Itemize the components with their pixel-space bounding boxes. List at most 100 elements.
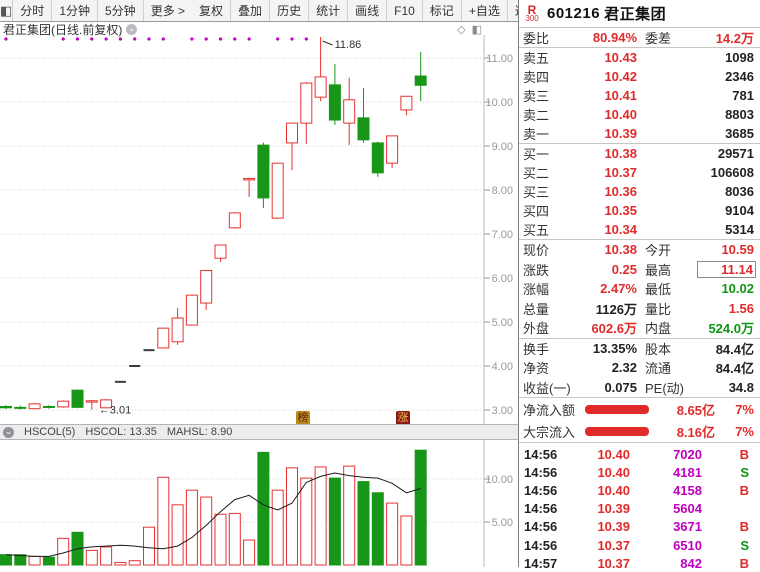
turnover-rate: 13.35% xyxy=(592,340,637,356)
stock-name: 君正集团 xyxy=(604,6,667,23)
tick-time: 14:56 xyxy=(524,501,558,517)
weibi-value: 80.94% xyxy=(592,30,637,45)
buy-levels: 买一 10.38 29571 买二 10.37 106608 买三 10.36 … xyxy=(519,144,760,240)
diamond-icon[interactable]: ◇ xyxy=(457,23,466,36)
layout-split-icon[interactable]: ◧ xyxy=(0,0,14,21)
level-price: 10.42 xyxy=(604,69,637,84)
svg-text:7.00: 7.00 xyxy=(492,229,513,241)
info-label: 最高 xyxy=(645,262,672,278)
svg-text:5.00: 5.00 xyxy=(492,317,513,329)
volume-ratio: 1.56 xyxy=(728,300,754,316)
svg-text:11.86: 11.86 xyxy=(335,39,362,51)
buy-level-2[interactable]: 买二 10.37 106608 xyxy=(519,163,760,182)
index300-flag: 300 xyxy=(525,14,539,23)
buy-level-3[interactable]: 买三 10.36 8036 xyxy=(519,182,760,201)
tab-fenshi[interactable]: 分时 xyxy=(13,0,53,21)
flow-value: 8.16亿 xyxy=(676,424,715,440)
change-percent: 2.47% xyxy=(600,281,637,297)
add-watchlist-button[interactable]: +自选 xyxy=(462,0,508,21)
tick-list: 14:56 10.40 7020 B 14:56 10.40 4181 S 14… xyxy=(519,443,760,572)
fundamental-section: 换手 13.35% 股本 84.4亿 净资 2.32 流通 84.4亿 收益(一… xyxy=(519,339,760,398)
level-volume: 9104 xyxy=(725,203,754,218)
level-price: 10.39 xyxy=(604,126,637,141)
tick-side: B xyxy=(739,482,749,498)
more-button[interactable]: 更多 > xyxy=(144,0,192,21)
toolbar: ◧ 分时 1分钟 5分钟 更多 > 复权 叠加 历史 统计 画线 F10 标记 … xyxy=(0,0,539,22)
level-label: 买四 xyxy=(523,204,550,219)
sell-level-2[interactable]: 卖二 10.40 8803 xyxy=(519,105,760,124)
level-volume: 29571 xyxy=(717,146,754,161)
zhang-badge[interactable]: 涨 xyxy=(396,411,410,425)
level-label: 卖三 xyxy=(523,89,550,104)
level-volume: 3685 xyxy=(725,126,754,141)
tick-volume: 4158 xyxy=(673,482,702,498)
tick-time: 14:56 xyxy=(524,482,558,498)
sell-level-1[interactable]: 卖一 10.39 3685 xyxy=(519,124,760,143)
flow-percent: 7% xyxy=(735,401,754,417)
sell-level-4[interactable]: 卖四 10.42 2346 xyxy=(519,67,760,86)
float-shares: 84.4亿 xyxy=(715,361,754,377)
margin-flag: R xyxy=(527,3,537,17)
history-button[interactable]: 历史 xyxy=(270,0,310,21)
drawline-button[interactable]: 画线 xyxy=(348,0,388,21)
chevron-circle-icon[interactable]: ⌄ xyxy=(3,425,14,438)
tick-side: B xyxy=(739,555,749,571)
tab-1min[interactable]: 1分钟 xyxy=(52,0,98,21)
sell-level-3[interactable]: 卖三 10.41 781 xyxy=(519,86,760,105)
buy-level-4[interactable]: 买四 10.35 9104 xyxy=(519,201,760,220)
fund-row: 收益(一) 0.075 PE(动) 34.8 xyxy=(519,378,760,398)
buy-level-1[interactable]: 买一 10.38 29571 xyxy=(519,144,760,163)
fund-label: PE(动) xyxy=(645,380,685,396)
info-label: 量比 xyxy=(645,301,672,317)
tick-time: 14:56 xyxy=(524,537,558,553)
tick-side: B xyxy=(739,519,749,535)
info-label: 内盘 xyxy=(645,321,672,337)
fund-row: 净资 2.32 流通 84.4亿 xyxy=(519,358,760,378)
tick-time: 14:56 xyxy=(524,446,558,462)
level-price: 10.41 xyxy=(604,88,637,103)
sell-level-5[interactable]: 卖五 10.43 1098 xyxy=(519,48,760,67)
total-volume: 1126万 xyxy=(595,301,637,317)
svg-text:10.00: 10.00 xyxy=(485,97,513,109)
change-value: 0.25 xyxy=(611,261,637,277)
block-inflow-row: 大宗流入 8.16亿 7% xyxy=(519,420,760,442)
info-label: 今开 xyxy=(645,243,672,259)
weibi-section: 委比 80.94% 委差 14.2万 xyxy=(519,28,760,48)
tick-price: 10.39 xyxy=(597,519,630,535)
fuquan-button[interactable]: 复权 xyxy=(192,0,232,21)
bang-badge[interactable]: 榜 xyxy=(296,411,310,425)
overlay-button[interactable]: 叠加 xyxy=(231,0,271,21)
info-row: 外盘 602.6万 内盘 524.0万 xyxy=(519,318,760,338)
fund-label: 收益(一) xyxy=(523,380,571,396)
tick-side: S xyxy=(740,537,749,553)
buy-level-5[interactable]: 买五 10.34 5314 xyxy=(519,220,760,239)
mark-button[interactable]: 标记 xyxy=(423,0,462,21)
info-row: 总量 1126万 量比 1.56 xyxy=(519,299,760,319)
stats-button[interactable]: 统计 xyxy=(309,0,349,21)
weicha-label: 委差 xyxy=(645,31,672,46)
tick-row: 14:56 10.40 7020 B xyxy=(519,445,760,463)
f10-button[interactable]: F10 xyxy=(387,0,423,21)
level-price: 10.40 xyxy=(604,107,637,122)
outer-volume: 602.6万 xyxy=(591,321,637,337)
weicha-value: 14.2万 xyxy=(715,31,754,46)
level-volume: 781 xyxy=(732,88,754,103)
total-shares: 84.4亿 xyxy=(715,341,754,357)
level-label: 卖二 xyxy=(523,108,550,123)
tick-volume: 6510 xyxy=(673,537,702,553)
stock-code: 601216 xyxy=(547,5,601,22)
chart-area: 君正集团(日线.前复权) ⌄ ◇ ◧ 11.00 10.00 9.00 8.00 7.0… xyxy=(0,22,518,567)
tick-row: 14:56 10.37 6510 S xyxy=(519,536,760,554)
tick-time: 14:56 xyxy=(524,519,558,535)
volume-chart: 10.00 5.00 xyxy=(0,440,513,567)
flow-label: 大宗流入 xyxy=(523,424,576,440)
tab-5min[interactable]: 5分钟 xyxy=(98,0,144,21)
level-price: 10.36 xyxy=(604,184,637,199)
tick-row: 14:57 10.37 842 B xyxy=(519,554,760,572)
tick-side: S xyxy=(740,464,749,480)
chart-title: 君正集团(日线.前复权) xyxy=(3,22,123,37)
chevron-down-icon[interactable]: ⌄ xyxy=(126,22,138,35)
panel-split-icon[interactable]: ◧ xyxy=(471,23,482,36)
level-price: 10.38 xyxy=(604,146,637,161)
weibi-label: 委比 xyxy=(523,31,550,46)
